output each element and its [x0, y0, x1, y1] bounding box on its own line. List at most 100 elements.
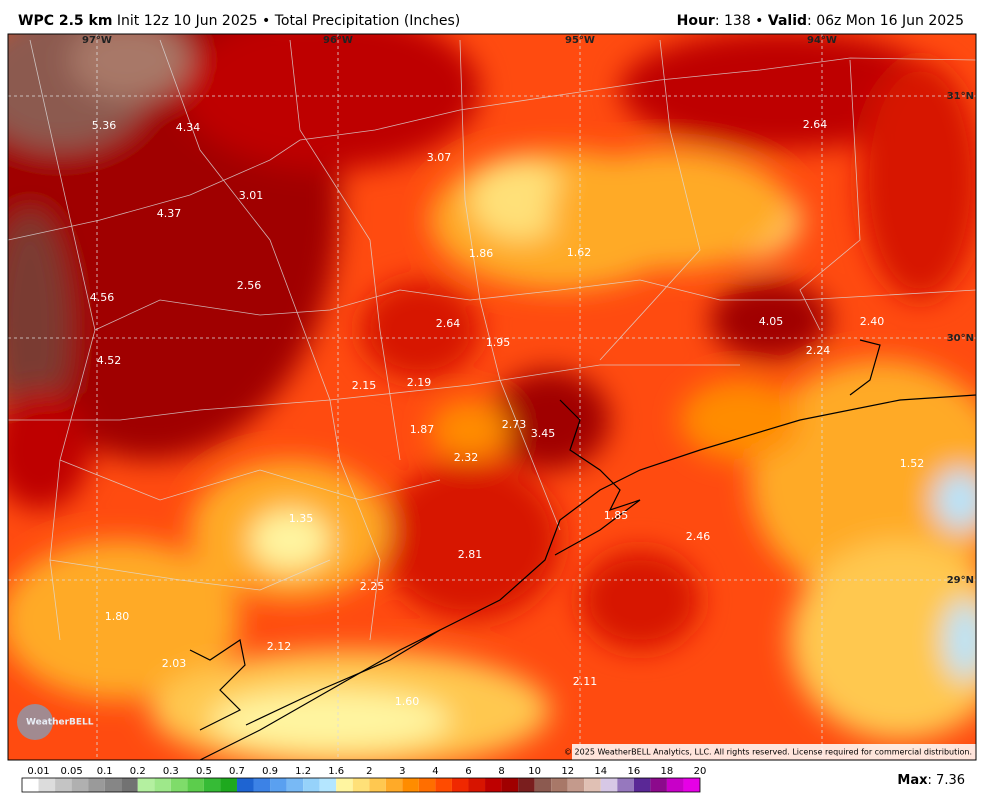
colorbar-label: 0.01 — [27, 766, 49, 777]
header-part: : 06z Mon 16 Jun 2025 — [807, 13, 964, 29]
colorbar-swatch — [468, 778, 486, 792]
logo: WeatherBELL — [26, 718, 94, 728]
header-part: Max — [897, 773, 928, 788]
colorbar-swatch — [600, 778, 618, 792]
colorbar-swatch — [154, 778, 171, 792]
point-value: 2.11 — [573, 675, 598, 688]
header-part: Init 12z 10 Jun 2025 • Total Precipitati… — [112, 13, 460, 29]
colorbar-swatch — [418, 778, 436, 792]
colorbar-swatch — [352, 778, 370, 792]
colorbar-label: 0.7 — [229, 766, 245, 777]
colorbar-label: 0.9 — [262, 766, 278, 777]
point-value: 2.40 — [860, 315, 885, 328]
colorbar-swatch — [286, 778, 304, 792]
colorbar-swatch — [22, 778, 39, 792]
colorbar-label: 1.2 — [295, 766, 311, 777]
colorbar-swatch — [534, 778, 552, 792]
colorbar-swatch — [55, 778, 72, 792]
lat-label: 31°N — [947, 91, 974, 102]
point-value: 4.56 — [90, 291, 115, 304]
point-value: 1.52 — [900, 457, 925, 470]
colorbar-label: 4 — [432, 766, 438, 777]
header-part: : 138 • — [715, 13, 768, 29]
colorbar-swatch — [650, 778, 667, 792]
point-value: 2.81 — [458, 548, 483, 561]
point-value: 2.73 — [502, 418, 527, 431]
colorbar-swatch — [518, 778, 535, 792]
lon-label: 94°W — [807, 35, 837, 46]
colorbar-label: 0.5 — [196, 766, 212, 777]
graticule — [8, 34, 976, 760]
colorbar-label: 0.05 — [60, 766, 82, 777]
colorbar-label: 12 — [561, 766, 574, 777]
point-value: 2.24 — [806, 344, 831, 357]
colorbar-swatch — [88, 778, 105, 792]
lat-label: 29°N — [947, 575, 974, 586]
colorbar-swatch — [71, 778, 89, 792]
point-value: 4.52 — [97, 354, 122, 367]
point-value: 1.86 — [469, 247, 494, 260]
colorbar-swatch — [666, 778, 684, 792]
lat-label: 30°N — [947, 333, 974, 344]
point-value: 2.12 — [267, 640, 292, 653]
copyright-box — [572, 744, 976, 760]
point-value: 2.25 — [360, 580, 385, 593]
point-value: 1.80 — [105, 610, 130, 623]
colorbar-swatch — [633, 778, 651, 792]
point-value: 1.95 — [486, 336, 511, 349]
lon-label: 96°W — [323, 35, 353, 46]
header-left: WPC 2.5 km Init 12z 10 Jun 2025 • Total … — [18, 13, 460, 29]
colorbar-swatch — [319, 778, 337, 792]
colorbar-swatch — [170, 778, 188, 792]
colorbar-swatch — [567, 778, 585, 792]
colorbar-swatch — [485, 778, 502, 792]
colorbar-label: 2 — [366, 766, 372, 777]
point-value: 3.01 — [239, 189, 264, 202]
colorbar-swatch — [38, 778, 56, 792]
point-value: 2.56 — [237, 279, 262, 292]
colorbar-swatch — [270, 778, 287, 792]
header-part: WPC 2.5 km — [18, 13, 112, 29]
colorbar-swatch — [121, 778, 138, 792]
map-frame — [7, 33, 977, 761]
point-value: 3.07 — [427, 151, 452, 164]
colorbar-frame — [21, 777, 701, 793]
point-labels: 5.36 4.34 3.07 2.64 4.37 3.01 1.86 1.62 4.56 2.56… — [90, 118, 925, 708]
point-value: 2.15 — [352, 379, 377, 392]
point-value: 2.32 — [454, 451, 479, 464]
colorbar-label: 14 — [594, 766, 607, 777]
colorbar-swatch — [203, 778, 221, 792]
colorbar-swatch — [220, 778, 237, 792]
colorbar-swatch — [402, 778, 419, 792]
colorbar-swatch — [137, 778, 155, 792]
lon-label: 97°W — [82, 35, 112, 46]
point-value: 1.60 — [395, 695, 420, 708]
colorbar-swatch — [451, 778, 469, 792]
logo-icon — [17, 704, 53, 740]
header-right: Hour: 138 • Valid: 06z Mon 16 Jun 2025 — [677, 13, 964, 29]
colorbar-swatch — [236, 778, 254, 792]
colorbar-label: 18 — [661, 766, 674, 777]
colorbar-swatch — [501, 778, 519, 792]
lon-label: 95°W — [565, 35, 595, 46]
colorbar-label: 16 — [627, 766, 640, 777]
colorbar-swatch — [187, 778, 204, 792]
point-value: 5.36 — [92, 119, 117, 132]
header-part: Hour — [677, 13, 715, 29]
colorbar-swatch — [253, 778, 271, 792]
colorbar-swatch — [435, 778, 452, 792]
colorbar-label: 6 — [465, 766, 471, 777]
colorbar-label: 10 — [528, 766, 541, 777]
colorbar-swatch — [369, 778, 386, 792]
point-value: 4.05 — [759, 315, 784, 328]
point-value: 1.35 — [289, 512, 314, 525]
colorbar-swatch — [104, 778, 122, 792]
point-value: 3.45 — [531, 427, 556, 440]
colorbar-swatch — [385, 778, 403, 792]
point-value: 2.19 — [407, 376, 432, 389]
map: 5.36 4.34 3.07 2.64 4.37 3.01 1.86 1.62 4.56 2.56… — [8, 34, 976, 760]
colorbar-swatch — [584, 778, 601, 792]
colorbar-label: 0.3 — [163, 766, 179, 777]
county-lines — [8, 39, 976, 641]
